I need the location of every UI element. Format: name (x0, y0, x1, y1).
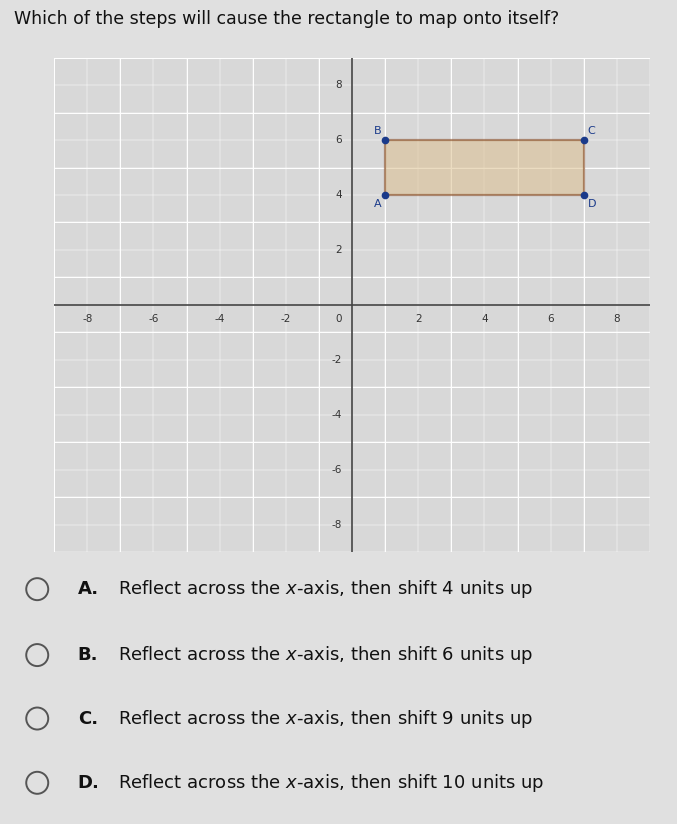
Text: C.: C. (78, 709, 98, 728)
Text: Reflect across the $\it{x}$-axis, then shift 4 units up: Reflect across the $\it{x}$-axis, then s… (118, 578, 533, 600)
Text: Reflect across the $\it{x}$-axis, then shift 9 units up: Reflect across the $\it{x}$-axis, then s… (118, 708, 533, 729)
Text: C: C (588, 126, 596, 136)
Text: 8: 8 (613, 315, 620, 325)
Text: 6: 6 (336, 135, 342, 145)
Text: 4: 4 (336, 190, 342, 200)
Text: -8: -8 (332, 520, 342, 530)
Text: B: B (374, 126, 381, 136)
Text: 8: 8 (336, 80, 342, 90)
Text: -6: -6 (332, 465, 342, 475)
Text: -6: -6 (148, 315, 158, 325)
Text: D.: D. (78, 774, 100, 792)
Text: -2: -2 (332, 355, 342, 365)
Text: Reflect across the $\it{x}$-axis, then shift 10 units up: Reflect across the $\it{x}$-axis, then s… (118, 772, 545, 794)
Text: 4: 4 (481, 315, 487, 325)
Text: 2: 2 (415, 315, 422, 325)
Text: B.: B. (78, 646, 98, 664)
Text: 0: 0 (336, 315, 342, 325)
Text: 2: 2 (336, 245, 342, 255)
Text: Reflect across the $\it{x}$-axis, then shift 6 units up: Reflect across the $\it{x}$-axis, then s… (118, 644, 533, 666)
Text: -4: -4 (332, 410, 342, 419)
Text: A: A (374, 199, 381, 209)
Text: -4: -4 (215, 315, 225, 325)
Text: Which of the steps will cause the rectangle to map onto itself?: Which of the steps will cause the rectan… (14, 10, 559, 28)
Text: -8: -8 (82, 315, 93, 325)
Text: -2: -2 (281, 315, 291, 325)
Text: 6: 6 (547, 315, 554, 325)
Text: A.: A. (78, 580, 99, 598)
Polygon shape (385, 140, 584, 195)
Text: D: D (588, 199, 596, 209)
